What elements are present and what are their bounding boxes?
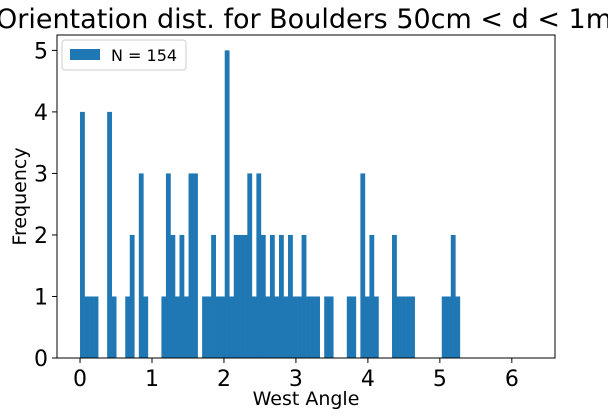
histogram-bar bbox=[405, 296, 411, 358]
histogram-bar bbox=[450, 234, 456, 358]
legend: N = 154 bbox=[61, 39, 187, 71]
histogram-bar bbox=[247, 173, 253, 358]
histogram-bar bbox=[238, 234, 244, 358]
histogram-bar bbox=[89, 296, 94, 358]
histogram-bar bbox=[111, 296, 117, 358]
histogram-bar bbox=[392, 234, 397, 358]
legend-swatch bbox=[70, 49, 100, 60]
histogram-bar bbox=[265, 296, 271, 358]
histogram-bar bbox=[93, 296, 99, 358]
x-tick-label: 5 bbox=[433, 367, 447, 392]
histogram-bar bbox=[107, 111, 112, 359]
x-tick-label: 2 bbox=[217, 367, 231, 392]
legend-box bbox=[61, 39, 187, 71]
histogram-bar bbox=[455, 296, 461, 358]
y-axis-label: Frequency bbox=[9, 147, 31, 245]
histogram-bar bbox=[288, 234, 293, 358]
histogram-bar bbox=[165, 173, 171, 358]
bars-group bbox=[80, 50, 461, 359]
histogram-bar bbox=[346, 296, 352, 358]
histogram-bar bbox=[324, 296, 330, 358]
histogram-bar bbox=[215, 296, 221, 358]
y-tick-label: 1 bbox=[34, 285, 48, 310]
y-tick-label: 3 bbox=[34, 162, 48, 187]
histogram-bar bbox=[188, 173, 194, 358]
histogram-bar bbox=[211, 234, 216, 358]
y-tick-label: 0 bbox=[34, 347, 48, 372]
histogram-bar bbox=[202, 296, 207, 358]
x-axis-label: West Angle bbox=[253, 388, 360, 410]
histogram-bar bbox=[184, 296, 189, 358]
histogram-bar bbox=[364, 296, 370, 358]
histogram-bar bbox=[251, 296, 257, 358]
histogram-bar bbox=[229, 296, 235, 358]
x-tick-label: 1 bbox=[145, 367, 159, 392]
histogram-bar bbox=[369, 234, 375, 358]
histogram-bar bbox=[292, 296, 298, 358]
histogram-bar bbox=[315, 296, 320, 358]
x-tick-label: 6 bbox=[505, 367, 519, 392]
y-axis-ticks: 0 1 2 3 4 5 bbox=[34, 39, 57, 372]
histogram-bar bbox=[224, 50, 230, 358]
x-tick-label: 3 bbox=[289, 367, 303, 392]
histogram-bar bbox=[161, 296, 167, 358]
y-tick-label: 2 bbox=[34, 224, 48, 249]
histogram-bar bbox=[328, 296, 334, 358]
y-tick-label: 4 bbox=[34, 101, 48, 126]
histogram-bar bbox=[373, 296, 379, 358]
histogram-bar bbox=[297, 296, 302, 358]
histogram-bar bbox=[278, 234, 284, 358]
histogram-bar bbox=[233, 234, 239, 358]
histogram-bar bbox=[310, 296, 316, 358]
y-tick-label: 5 bbox=[34, 39, 48, 64]
histogram-bar bbox=[351, 296, 357, 358]
histogram-bar bbox=[360, 173, 366, 358]
legend-entry: N = 154 bbox=[111, 46, 177, 65]
histogram-bar bbox=[283, 296, 289, 358]
histogram-bar bbox=[143, 296, 149, 358]
histogram-bar bbox=[84, 296, 90, 358]
x-tick-label: 4 bbox=[361, 367, 375, 392]
histogram-bar bbox=[301, 234, 307, 358]
histogram-bar bbox=[125, 296, 131, 358]
histogram-bar bbox=[193, 173, 198, 358]
histogram-bar bbox=[269, 234, 275, 358]
histogram-bar bbox=[274, 296, 280, 358]
histogram-bar bbox=[170, 234, 176, 358]
x-tick-label: 0 bbox=[73, 367, 87, 392]
histogram-bar bbox=[396, 296, 402, 358]
histogram-bar bbox=[242, 234, 248, 358]
x-axis-ticks: 0 1 2 3 4 5 6 bbox=[73, 358, 519, 392]
histogram-bar bbox=[401, 296, 406, 358]
histogram-bar bbox=[179, 234, 185, 358]
histogram-bar bbox=[138, 173, 144, 358]
histogram-bar bbox=[174, 296, 180, 358]
histogram-bar bbox=[129, 234, 135, 358]
histogram-bar bbox=[441, 296, 447, 358]
histogram-bar bbox=[80, 111, 85, 359]
histogram-bar bbox=[260, 234, 266, 358]
plot-area-frame bbox=[56, 34, 556, 359]
histogram-bar bbox=[410, 296, 415, 358]
histogram-bar bbox=[256, 173, 262, 358]
histogram-bar bbox=[220, 296, 226, 358]
histogram-bar bbox=[446, 296, 452, 358]
chart-title: Orientation dist. for Boulders 50cm < d … bbox=[0, 4, 608, 35]
histogram-bar bbox=[206, 296, 212, 358]
histogram-bar bbox=[306, 296, 311, 358]
